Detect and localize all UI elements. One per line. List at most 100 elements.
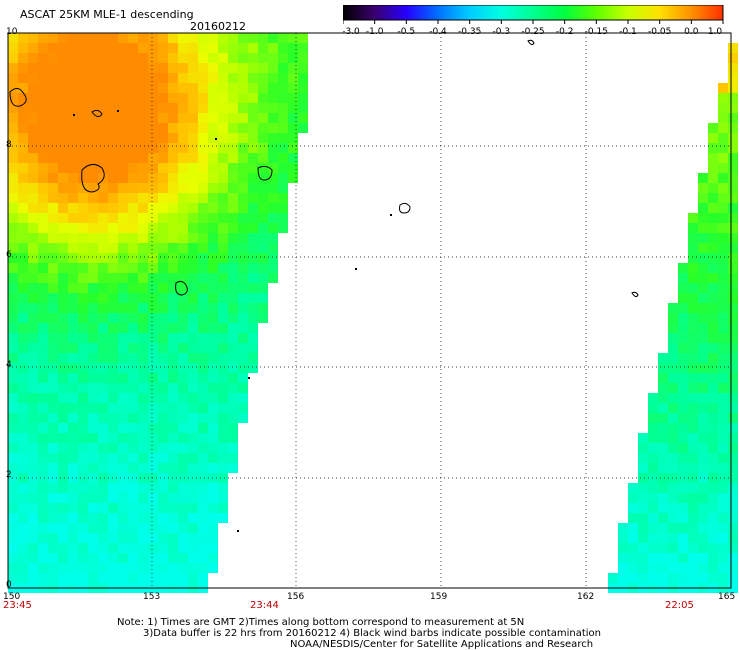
wind-cell	[178, 463, 188, 473]
wind-cell	[18, 453, 28, 463]
wind-cell	[48, 183, 58, 193]
wind-cell	[638, 573, 648, 583]
wind-cell	[138, 303, 148, 313]
wind-cell	[298, 33, 308, 43]
wind-cell	[698, 233, 708, 243]
wind-cell	[148, 103, 158, 113]
wind-cell	[668, 503, 678, 513]
wind-cell	[148, 53, 158, 63]
wind-cell	[718, 453, 728, 463]
wind-cell	[698, 173, 708, 183]
wind-cell	[728, 573, 738, 583]
wind-cell	[128, 123, 138, 133]
wind-cell	[188, 503, 198, 513]
wind-cell	[218, 263, 228, 273]
wind-cell	[168, 53, 178, 63]
wind-cell	[168, 143, 178, 153]
wind-cell	[208, 443, 218, 453]
wind-cell	[68, 273, 78, 283]
wind-cell	[698, 373, 708, 383]
wind-cell	[228, 83, 238, 93]
wind-cell	[18, 263, 28, 273]
wind-cell	[678, 463, 688, 473]
wind-cell	[68, 483, 78, 493]
wind-cell	[278, 123, 288, 133]
wind-cell	[248, 343, 258, 353]
wind-cell	[108, 563, 118, 573]
wind-cell	[98, 93, 108, 103]
wind-cell	[8, 113, 18, 123]
wind-cell	[68, 333, 78, 343]
wind-cell	[188, 303, 198, 313]
wind-cell	[68, 383, 78, 393]
wind-cell	[278, 163, 288, 173]
wind-cell	[698, 273, 708, 283]
wind-cell	[698, 303, 708, 313]
wind-cell	[18, 193, 28, 203]
wind-cell	[158, 563, 168, 573]
wind-cell	[118, 163, 128, 173]
wind-cell	[108, 383, 118, 393]
wind-cell	[28, 533, 38, 543]
wind-cell	[208, 503, 218, 513]
wind-cell	[188, 383, 198, 393]
wind-cell	[668, 563, 678, 573]
wind-cell	[28, 333, 38, 343]
wind-cell	[48, 333, 58, 343]
wind-cell	[78, 483, 88, 493]
wind-cell	[268, 163, 278, 173]
wind-cell	[48, 113, 58, 123]
wind-cell	[88, 363, 98, 373]
wind-cell	[168, 303, 178, 313]
wind-cell	[198, 213, 208, 223]
wind-cell	[78, 253, 88, 263]
wind-cell	[128, 403, 138, 413]
wind-cell	[178, 233, 188, 243]
wind-cell	[728, 543, 738, 553]
wind-cell	[38, 383, 48, 393]
wind-cell	[108, 113, 118, 123]
wind-cell	[18, 563, 28, 573]
wind-cell	[28, 53, 38, 63]
wind-cell	[178, 293, 188, 303]
wind-cell	[618, 533, 628, 543]
lat-label-8: 8	[6, 140, 12, 150]
wind-cell	[168, 513, 178, 523]
wind-cell	[88, 383, 98, 393]
wind-cell	[68, 393, 78, 403]
wind-cell	[88, 173, 98, 183]
wind-cell	[708, 123, 718, 133]
wind-cell	[118, 463, 128, 473]
wind-cell	[98, 103, 108, 113]
wind-cell	[718, 123, 728, 133]
wind-cell	[218, 53, 228, 63]
wind-cell	[138, 493, 148, 503]
wind-cell	[168, 243, 178, 253]
wind-cell	[68, 423, 78, 433]
wind-cell	[668, 373, 678, 383]
wind-cell	[188, 403, 198, 413]
wind-cell	[708, 393, 718, 403]
wind-cell	[178, 553, 188, 563]
wind-cell	[98, 503, 108, 513]
wind-cell	[208, 433, 218, 443]
wind-cell	[258, 243, 268, 253]
wind-cell	[148, 343, 158, 353]
lon-label-153: 153	[143, 592, 161, 602]
wind-cell	[138, 513, 148, 523]
wind-cell	[118, 233, 128, 243]
wind-cell	[158, 193, 168, 203]
wind-cell	[8, 403, 18, 413]
wind-cell	[78, 163, 88, 173]
wind-cell	[118, 173, 128, 183]
wind-cell	[108, 43, 118, 53]
wind-cell	[128, 363, 138, 373]
wind-cell	[98, 463, 108, 473]
wind-cell	[38, 343, 48, 353]
wind-cell	[248, 83, 258, 93]
wind-cell	[148, 323, 158, 333]
wind-cell	[648, 483, 658, 493]
wind-cell	[698, 383, 708, 393]
wind-cell	[58, 43, 68, 53]
wind-cell	[668, 543, 678, 553]
